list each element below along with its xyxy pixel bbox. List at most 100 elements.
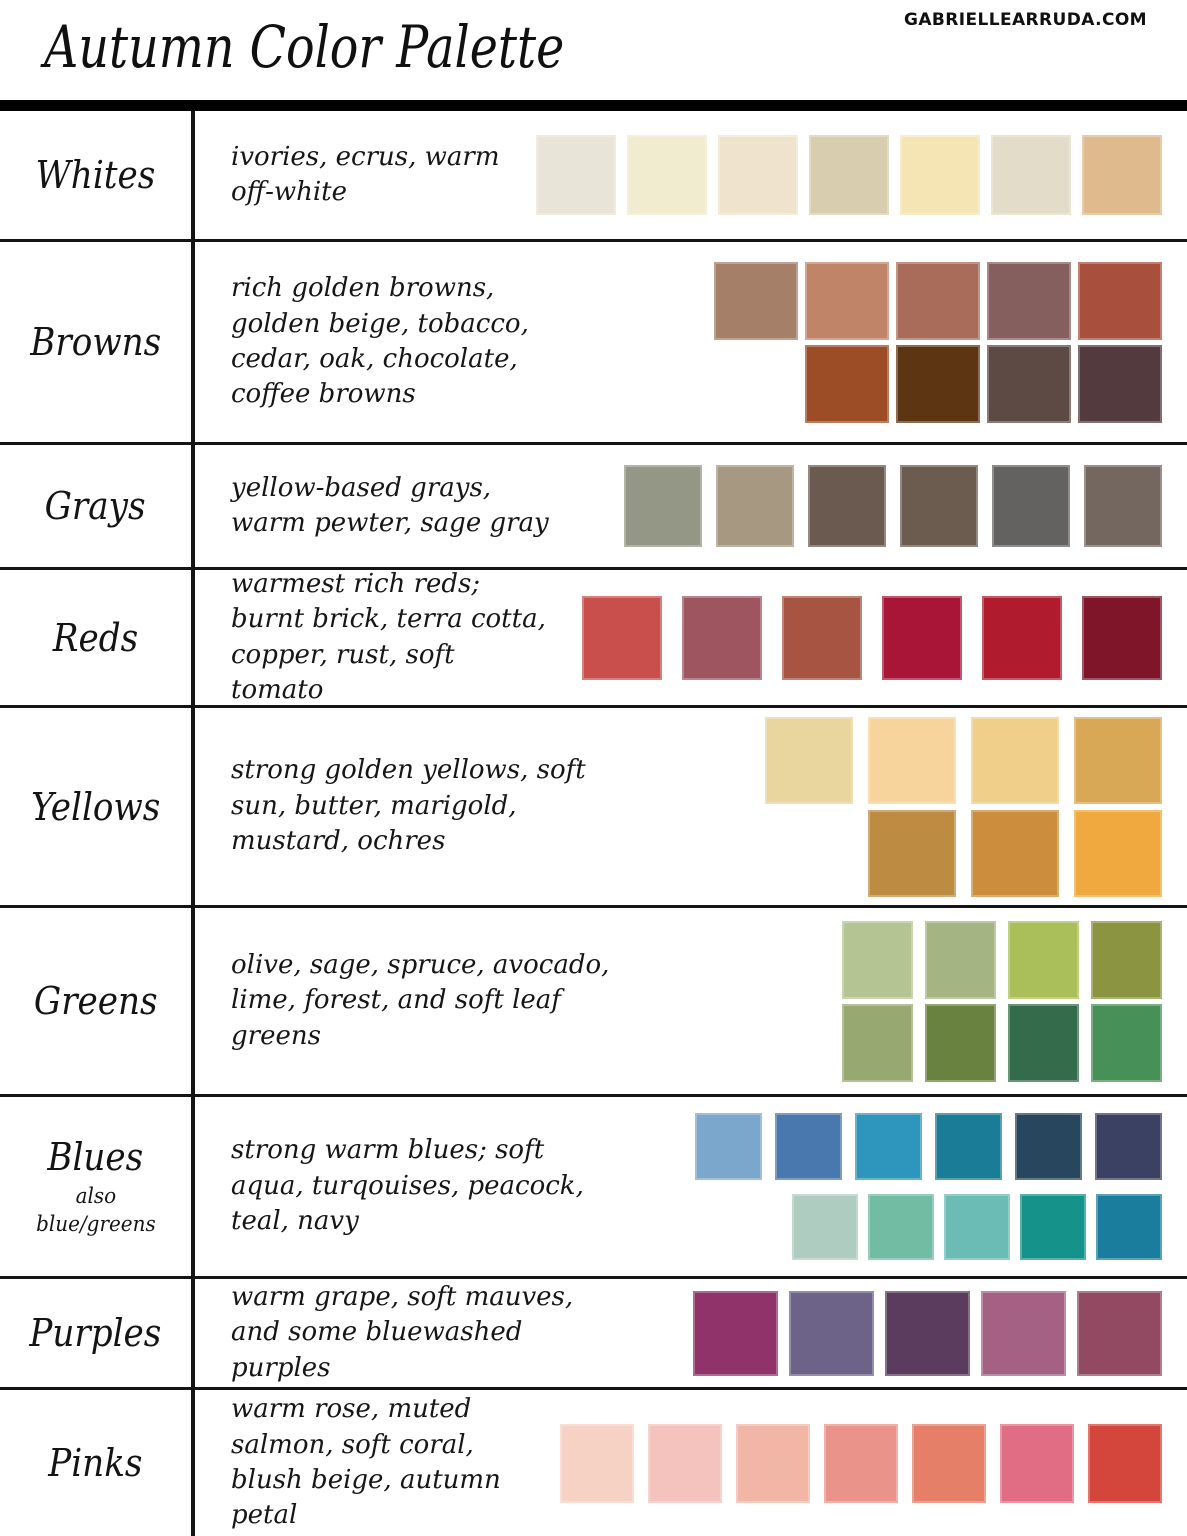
palette-row-reds: Reds warmest rich reds; burnt brick, terr…	[0, 567, 1187, 705]
category-description-grays: yellow-based grays, warm pewter, sage gr…	[231, 472, 549, 538]
category-label-cell-reds: Reds	[0, 570, 195, 705]
swatch-group-blues	[615, 1113, 1162, 1260]
color-swatch-reds	[882, 595, 962, 680]
color-swatch-pinks	[912, 1423, 986, 1503]
category-label-purples: Purples	[29, 1311, 162, 1355]
palette-row-greens: Greens olive, sage, spruce, avocado, lime…	[0, 905, 1187, 1094]
category-content-greens: olive, sage, spruce, avocado, lime, fore…	[195, 908, 1187, 1094]
category-description-greens: olive, sage, spruce, avocado, lime, fore…	[231, 949, 610, 1051]
color-swatch-whites	[1082, 135, 1162, 215]
color-swatch-purples	[1077, 1290, 1162, 1376]
palette-row-browns: Browns rich golden browns, golden beige, …	[0, 239, 1187, 442]
category-label-cell-yellows: Yellows	[0, 708, 195, 905]
category-content-grays: yellow-based grays, warm pewter, sage gr…	[195, 445, 1187, 567]
color-swatch-yellows	[868, 809, 956, 897]
color-swatch-blues	[868, 1194, 934, 1260]
swatch-subrow-purples-1	[693, 1290, 1162, 1376]
color-swatch-yellows	[868, 716, 956, 804]
color-swatch-blues	[1015, 1113, 1082, 1180]
color-swatch-purples	[885, 1290, 970, 1376]
swatch-group-purples	[603, 1290, 1162, 1376]
color-swatch-browns	[1078, 344, 1162, 423]
category-content-purples: warm grape, soft mauves, and some bluewa…	[195, 1279, 1187, 1387]
category-label-cell-blues: Blues also blue/greens	[0, 1097, 195, 1276]
category-content-pinks: warm rose, muted salmon, soft coral, blu…	[195, 1390, 1187, 1536]
swatch-group-browns	[583, 261, 1162, 423]
color-swatch-blues	[775, 1113, 842, 1180]
category-label-grays: Grays	[45, 484, 146, 528]
swatch-subrow-greens-2	[842, 1003, 1162, 1082]
color-swatch-whites	[718, 135, 798, 215]
color-swatch-pinks	[560, 1423, 634, 1503]
color-swatch-purples	[693, 1290, 778, 1376]
site-url-text: GABRIELLEARRUDA.COM	[903, 10, 1147, 30]
color-swatch-blues	[944, 1194, 1010, 1260]
color-swatch-whites	[809, 135, 889, 215]
category-label-cell-grays: Grays	[0, 445, 195, 567]
category-sublabel-blues: also blue/greens	[35, 1184, 156, 1236]
color-swatch-yellows	[1074, 716, 1162, 804]
color-swatch-blues	[792, 1194, 858, 1260]
color-swatch-reds	[582, 595, 662, 680]
category-label-pinks: Pinks	[48, 1441, 143, 1485]
color-swatch-greens	[1008, 1003, 1079, 1082]
color-swatch-browns	[987, 344, 1071, 423]
category-content-yellows: strong golden yellows, soft sun, butter,…	[195, 708, 1187, 905]
palette-row-whites: Whites ivories, ecrus, warm off-white	[0, 111, 1187, 239]
color-swatch-pinks	[648, 1423, 722, 1503]
category-label-blues: Blues	[47, 1135, 144, 1180]
swatch-subrow-yellows-1	[765, 716, 1162, 804]
color-swatch-reds	[782, 595, 862, 680]
color-swatch-whites	[627, 135, 707, 215]
color-swatch-greens	[925, 920, 996, 999]
color-swatch-yellows	[971, 809, 1059, 897]
header-divider-bar	[0, 100, 1187, 111]
color-swatch-greens	[1008, 920, 1079, 999]
color-swatch-greens	[925, 1003, 996, 1082]
category-content-blues: strong warm blues; soft aqua, turqouises…	[195, 1097, 1187, 1276]
category-content-reds: warmest rich reds; burnt brick, terra co…	[195, 569, 1187, 705]
color-swatch-browns	[896, 261, 980, 340]
category-label-cell-browns: Browns	[0, 242, 195, 442]
category-content-browns: rich golden browns, golden beige, tobacc…	[195, 242, 1187, 442]
swatch-subrow-reds-1	[582, 595, 1162, 680]
swatch-subrow-grays-1	[624, 465, 1162, 547]
category-description-blues: strong warm blues; soft aqua, turqouises…	[231, 1135, 584, 1237]
color-swatch-blues	[855, 1113, 922, 1180]
color-swatch-whites	[900, 135, 980, 215]
color-swatch-blues	[1096, 1194, 1162, 1260]
swatch-subrow-whites-1	[536, 135, 1162, 215]
color-swatch-pinks	[824, 1423, 898, 1503]
swatch-subrow-pinks-1	[560, 1423, 1162, 1503]
color-swatch-grays	[992, 465, 1070, 547]
swatch-subrow-blues-1	[695, 1113, 1162, 1180]
color-swatch-whites	[991, 135, 1071, 215]
color-swatch-browns	[714, 261, 798, 340]
category-label-cell-greens: Greens	[0, 908, 195, 1094]
color-swatch-whites	[536, 135, 616, 215]
category-label-greens: Greens	[33, 979, 158, 1023]
color-swatch-purples	[981, 1290, 1066, 1376]
palette-row-purples: Purples warm grape, soft mauves, and some…	[0, 1276, 1187, 1387]
color-swatch-pinks	[736, 1423, 810, 1503]
color-swatch-browns	[1078, 261, 1162, 340]
swatch-subrow-browns-2	[805, 344, 1162, 423]
color-swatch-browns	[896, 344, 980, 423]
category-label-cell-whites: Whites	[0, 111, 195, 239]
swatch-group-greens	[651, 920, 1162, 1082]
swatch-group-yellows	[633, 716, 1162, 897]
masthead: GABRIELLEARRUDA.COM Autumn Color Palette	[0, 0, 1187, 100]
color-swatch-blues	[1020, 1194, 1086, 1260]
category-description-yellows: strong golden yellows, soft sun, butter,…	[231, 755, 586, 857]
swatch-group-grays	[567, 465, 1162, 547]
category-label-cell-pinks: Pinks	[0, 1390, 195, 1536]
category-label-reds: Reds	[52, 615, 139, 660]
color-swatch-yellows	[1074, 809, 1162, 897]
color-swatch-blues	[1095, 1113, 1162, 1180]
category-label-cell-purples: Purples	[0, 1279, 195, 1387]
color-swatch-grays	[716, 465, 794, 547]
color-swatch-blues	[935, 1113, 1002, 1180]
color-swatch-greens	[842, 1003, 913, 1082]
color-swatch-greens	[842, 920, 913, 999]
